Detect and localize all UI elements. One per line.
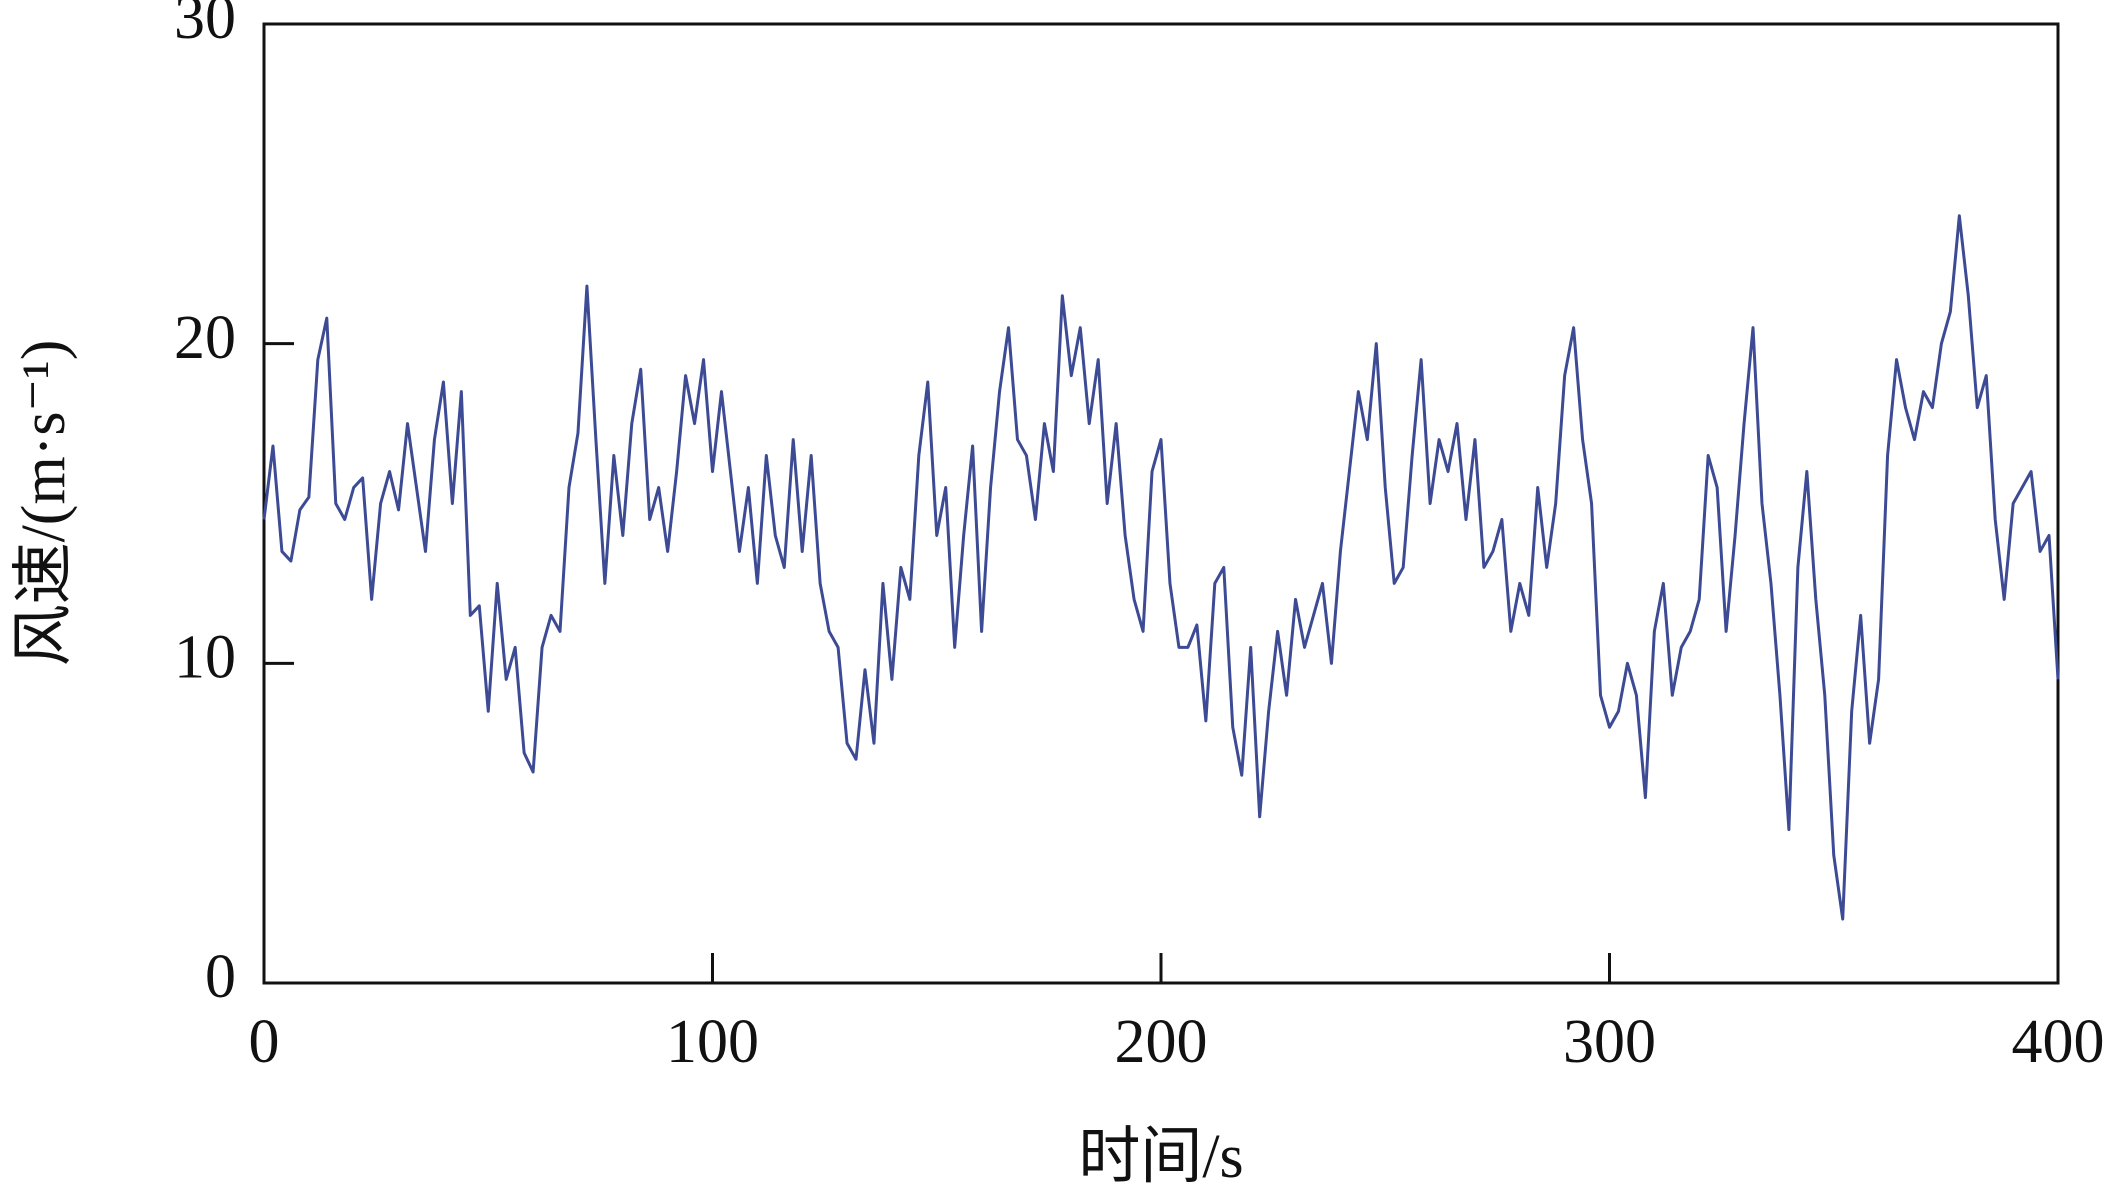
plot-frame (262, 22, 2060, 985)
x-axis-label: 时间/s (1078, 1123, 1243, 1191)
x-tick-label: 200 (1115, 1008, 1208, 1076)
y-tick-label: 10 (174, 624, 236, 692)
x-tick-label: 0 (249, 1008, 280, 1076)
y-axis-label: 风速/(m·s⁻¹) (10, 340, 78, 667)
y-tick-label: 0 (205, 943, 236, 1011)
x-tick-label: 400 (2012, 1008, 2105, 1076)
data-line (262, 214, 2060, 921)
y-tick-label: 30 (174, 0, 236, 52)
x-tick-label: 100 (666, 1008, 759, 1076)
y-tick-label: 20 (174, 304, 236, 372)
x-tick-label: 300 (1563, 1008, 1656, 1076)
